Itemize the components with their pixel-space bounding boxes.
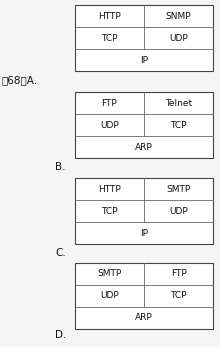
- Text: ARP: ARP: [135, 313, 153, 322]
- Text: ARP: ARP: [135, 143, 153, 152]
- Text: TCP: TCP: [101, 206, 118, 215]
- Bar: [75, 92, 213, 158]
- Text: SNMP: SNMP: [166, 11, 191, 20]
- Bar: [75, 178, 213, 244]
- Text: TCP: TCP: [101, 34, 118, 42]
- Text: C.: C.: [55, 248, 66, 258]
- Text: （68）A.: （68）A.: [2, 75, 38, 85]
- Bar: [75, 263, 213, 329]
- Text: TCP: TCP: [170, 120, 187, 129]
- Text: HTTP: HTTP: [98, 11, 121, 20]
- Bar: [75, 5, 213, 71]
- Text: SMTP: SMTP: [97, 270, 122, 279]
- Text: UDP: UDP: [169, 206, 188, 215]
- Text: SMTP: SMTP: [166, 185, 191, 194]
- Text: Telnet: Telnet: [165, 99, 192, 108]
- Text: FTP: FTP: [171, 270, 186, 279]
- Text: UDP: UDP: [169, 34, 188, 42]
- Text: IP: IP: [140, 229, 148, 237]
- Text: D.: D.: [55, 330, 66, 340]
- Text: IP: IP: [140, 56, 148, 65]
- Text: B.: B.: [55, 162, 66, 172]
- Text: UDP: UDP: [100, 291, 119, 301]
- Text: FTP: FTP: [102, 99, 117, 108]
- Text: HTTP: HTTP: [98, 185, 121, 194]
- Text: TCP: TCP: [170, 291, 187, 301]
- Text: UDP: UDP: [100, 120, 119, 129]
